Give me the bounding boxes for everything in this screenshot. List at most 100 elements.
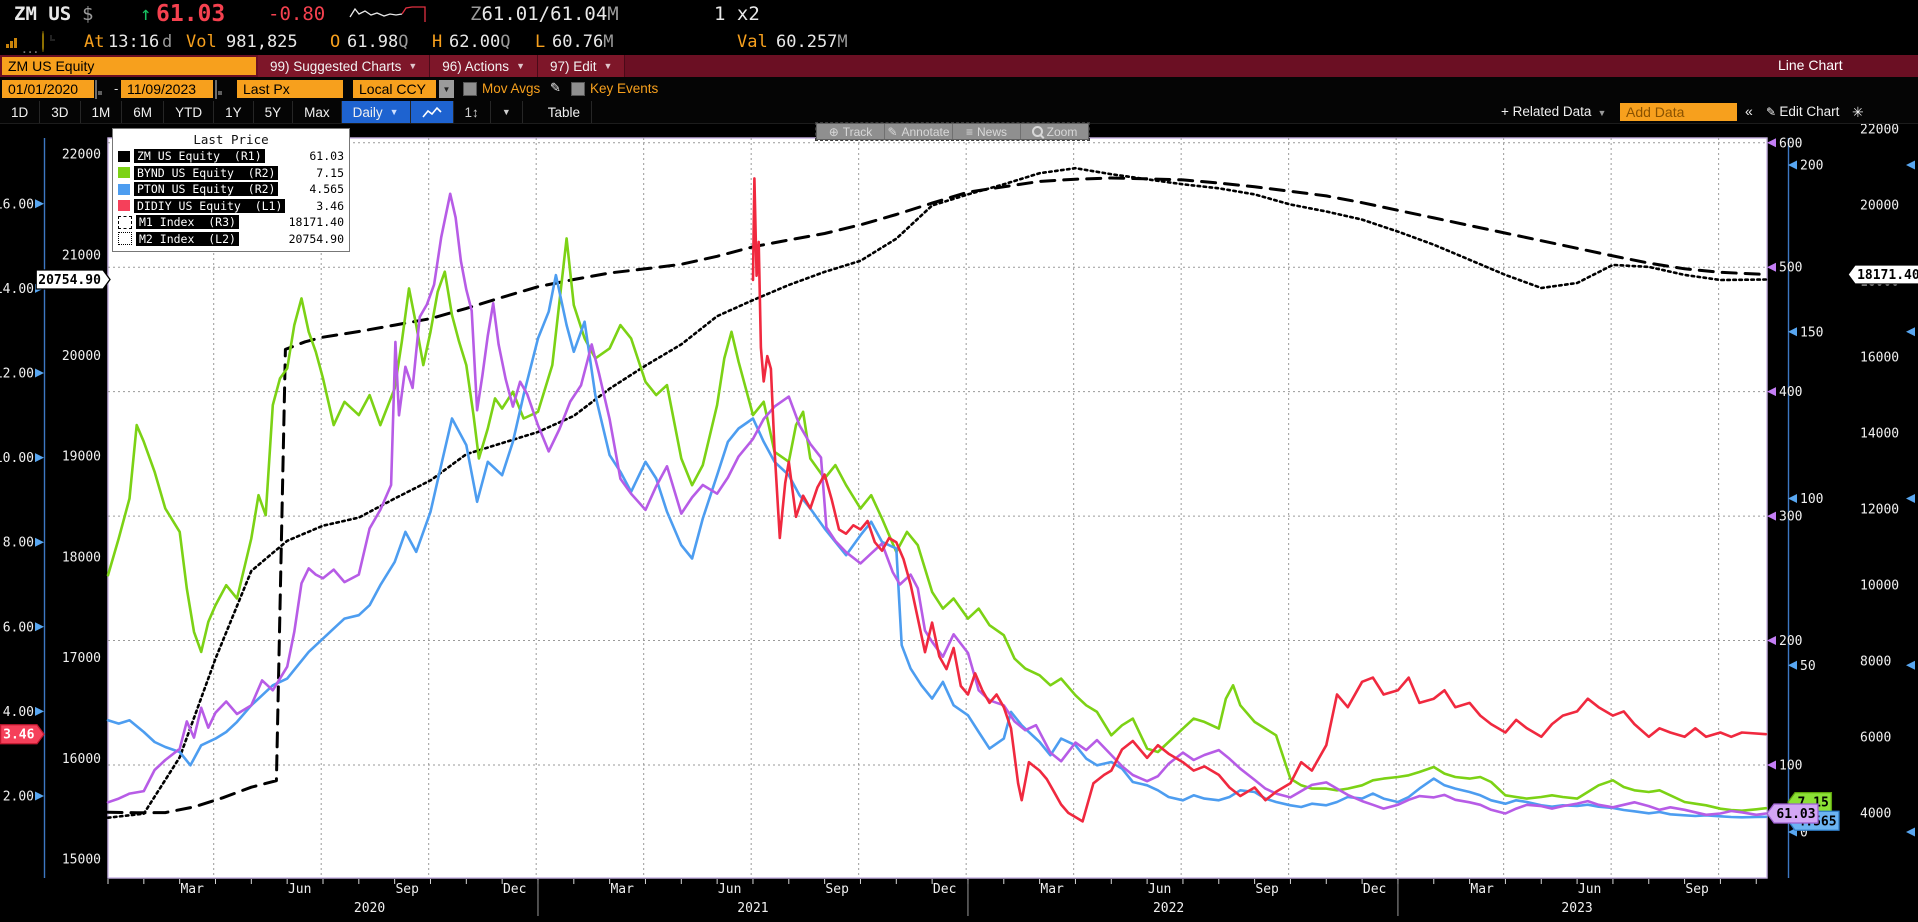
svg-text:61.03: 61.03 xyxy=(1776,807,1815,822)
date-from-input[interactable]: 01/01/2020 xyxy=(2,80,94,98)
chevron-down-icon: ▼ xyxy=(516,61,525,71)
legend-item-m1[interactable]: M1 Index (R3) 18171.40 xyxy=(118,214,344,231)
mov-avgs-label[interactable]: Mov Avgs xyxy=(482,81,541,96)
price-field-select[interactable]: Last Px xyxy=(237,80,343,98)
key-events-checkbox[interactable] xyxy=(571,82,585,96)
svg-text:Mar: Mar xyxy=(1470,882,1494,897)
chart-controls: 01/01/2020 - 11/09/2023 Last Px Local CC… xyxy=(0,77,1918,101)
legend-series-value: 7.15 xyxy=(316,165,344,180)
intraday-sparkline xyxy=(349,6,426,22)
period-tab-max[interactable]: Max xyxy=(293,101,342,123)
edit-chart-button[interactable]: ✎ Edit Chart xyxy=(1766,104,1840,119)
related-data-button[interactable]: + Related Data ▼ xyxy=(1501,104,1607,119)
period-tab-6m[interactable]: 6M xyxy=(122,101,165,123)
period-tab-5y[interactable]: 5Y xyxy=(254,101,294,123)
legend-series-value: 4.565 xyxy=(309,182,344,197)
price-badge-20754.90 xyxy=(35,269,111,290)
legend-item-bynd[interactable]: BYND US Equity (R2) 7.15 xyxy=(118,165,344,182)
pencil-icon: ✎ xyxy=(1766,105,1780,119)
svg-text:100: 100 xyxy=(1779,759,1802,774)
svg-text:12.00: 12.00 xyxy=(0,367,34,382)
gear-icon[interactable]: ✳ xyxy=(1852,104,1864,120)
svg-text:4.00: 4.00 xyxy=(3,705,34,720)
svg-text:Sep: Sep xyxy=(395,882,419,897)
chart-legend[interactable]: Last Price ZM US Equity (R1) 61.03 BYND US… xyxy=(112,128,350,252)
table-button[interactable]: Table xyxy=(537,101,593,123)
frequency-select[interactable]: Daily ▼ xyxy=(341,101,411,123)
ticker-symbol: ZM US xyxy=(14,3,72,25)
legend-series-value: 20754.90 xyxy=(288,231,344,246)
legend-series-name: M1 Index (R3) xyxy=(136,215,239,230)
legend-title: Last Price xyxy=(193,132,269,147)
svg-text:8000: 8000 xyxy=(1860,655,1891,670)
chart-overlay-toolbar: ⊕ Track ✎ Annotate ≡ News Zoom xyxy=(815,122,1090,141)
svg-text:Sep: Sep xyxy=(825,882,849,897)
period-tab-1y[interactable]: 1Y xyxy=(214,101,254,123)
up-arrow-icon: ↑ xyxy=(140,3,152,25)
legend-item-m2[interactable]: M2 Index (L2) 20754.90 xyxy=(118,231,344,248)
key-events-label[interactable]: Key Events xyxy=(590,81,659,96)
legend-item-pton[interactable]: PTON US Equity (R2) 4.565 xyxy=(118,181,344,198)
legend-swatch xyxy=(118,150,130,162)
svg-text:300: 300 xyxy=(1779,510,1802,525)
period-tab-1m[interactable]: 1M xyxy=(81,101,123,123)
mov-avgs-checkbox[interactable] xyxy=(463,82,477,96)
collapse-button[interactable]: « xyxy=(1745,103,1753,119)
legend-series-value: 18171.40 xyxy=(288,215,344,230)
ellipsis-icon: ... xyxy=(22,38,40,57)
legend-swatch xyxy=(118,215,132,229)
clock-icon[interactable] xyxy=(42,31,44,52)
at-label: At xyxy=(84,32,105,52)
svg-text:2020: 2020 xyxy=(354,901,385,916)
overlay-track-button[interactable]: ⊕ Track xyxy=(817,124,885,139)
stats-bar: ... At 13:16 d Vol 981,825 O 61.98Q H 62… xyxy=(0,28,1918,57)
menu-buttons: 99) Suggested Charts ▼ 96) Actions ▼ 97) Edi… xyxy=(258,55,626,77)
svg-text:2022: 2022 xyxy=(1153,901,1184,916)
candle-interval-icon[interactable]: 1↕ xyxy=(454,101,491,123)
svg-text:14000: 14000 xyxy=(1860,427,1899,442)
menu-button-2[interactable]: 96) Actions ▼ xyxy=(430,55,538,77)
ticker-input[interactable]: ZM US Equity xyxy=(2,57,256,75)
pencil-icon[interactable]: ✎ xyxy=(550,80,561,95)
plot-area[interactable] xyxy=(107,137,1768,879)
svg-text:Mar: Mar xyxy=(610,882,634,897)
period-tab-3d[interactable]: 3D xyxy=(40,101,81,123)
menu-button-3[interactable]: 97) Edit ▼ xyxy=(537,55,626,77)
line-chart-icon[interactable] xyxy=(410,101,454,123)
svg-text:6.00: 6.00 xyxy=(3,620,34,635)
period-tab-ytd[interactable]: YTD xyxy=(164,101,215,123)
svg-text:12000: 12000 xyxy=(1860,503,1899,518)
calendar-icon[interactable] xyxy=(215,80,217,99)
svg-text:100: 100 xyxy=(1800,492,1823,507)
function-menubar: ZM US Equity 99) Suggested Charts ▼ 96) Ac… xyxy=(0,55,1918,77)
date-to-input[interactable]: 11/09/2023 xyxy=(121,80,213,98)
quote-time: 13:16 xyxy=(108,32,160,52)
add-data-input[interactable]: Add Data xyxy=(1620,103,1737,121)
period-tab-1d[interactable]: 1D xyxy=(0,101,41,123)
menu-button-1[interactable]: 99) Suggested Charts ▼ xyxy=(258,55,431,77)
chart-style-dropdown[interactable]: ▼ xyxy=(491,101,523,123)
legend-series-name: DIDIY US Equity (L1) xyxy=(134,198,286,213)
price-badge-18171.40 xyxy=(1847,264,1918,285)
svg-text:Jun: Jun xyxy=(288,882,311,897)
overlay-zoom-button[interactable]: Zoom xyxy=(1021,124,1088,139)
svg-text:Dec: Dec xyxy=(1363,882,1386,897)
legend-item-didiy[interactable]: DIDIY US Equity (L1) 3.46 xyxy=(118,198,344,215)
svg-text:10000: 10000 xyxy=(1860,579,1899,594)
overlay-news-button[interactable]: ≡ News xyxy=(953,124,1021,139)
svg-text:Jun: Jun xyxy=(1578,882,1601,897)
svg-text:150: 150 xyxy=(1800,325,1823,340)
svg-text:21000: 21000 xyxy=(62,248,101,263)
overlay-annotate-button[interactable]: ✎ Annotate xyxy=(885,124,953,139)
currency-select[interactable]: Local CCY xyxy=(353,80,436,98)
period-tabs: 1D 3D 1M 6M YTD 1Y 5Y Max Daily ▼ 1↕ ▼ Table xyxy=(0,101,593,123)
price-badge-3.46 xyxy=(0,724,45,745)
chevron-down-icon[interactable]: ▼ xyxy=(439,80,454,98)
legend-series-name: ZM US Equity (R1) xyxy=(134,149,265,164)
calendar-icon[interactable] xyxy=(95,80,97,99)
vol-label: Vol xyxy=(186,32,217,52)
legend-item-zm[interactable]: ZM US Equity (R1) 61.03 xyxy=(118,148,344,165)
svg-text:Jun: Jun xyxy=(1148,882,1171,897)
bid-ask-quote: Z61.01/61.04M xyxy=(470,3,619,25)
